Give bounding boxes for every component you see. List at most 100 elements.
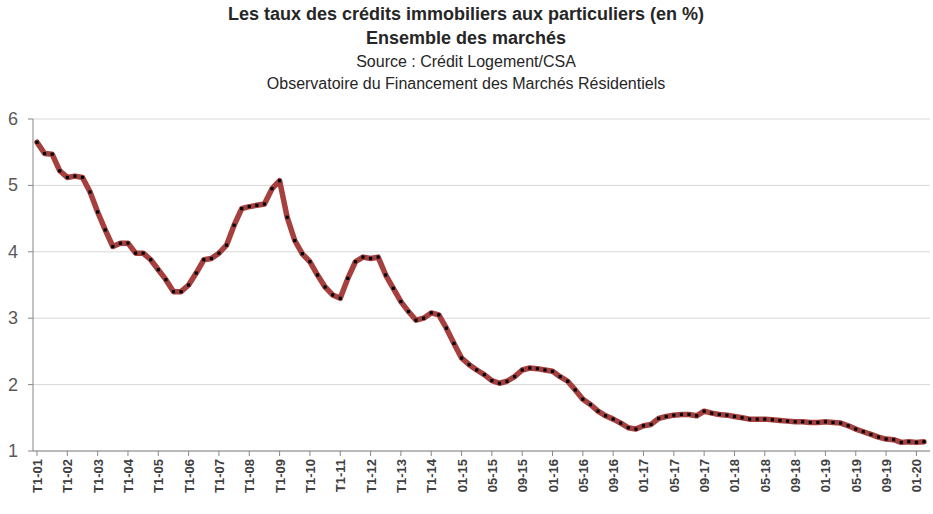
- x-tick: [188, 451, 189, 456]
- x-tick: [67, 451, 68, 456]
- point-marker: [126, 242, 129, 245]
- grid-line: [33, 318, 930, 319]
- x-tick: [886, 451, 887, 456]
- x-tick-label: T1-06: [182, 459, 197, 493]
- point-marker: [862, 430, 865, 433]
- x-tick-label: 05-18: [758, 459, 773, 492]
- point-marker: [831, 421, 834, 424]
- point-marker: [331, 293, 334, 296]
- x-tick: [461, 451, 462, 456]
- point-marker: [51, 153, 54, 156]
- y-tick: [28, 384, 33, 385]
- x-tick: [127, 451, 128, 456]
- source-line: Source : Crédit Logement/CSA: [356, 53, 576, 70]
- point-marker: [710, 412, 713, 415]
- point-marker: [596, 410, 599, 413]
- point-marker: [339, 297, 342, 300]
- point-marker: [316, 273, 319, 276]
- point-marker: [627, 426, 630, 429]
- x-tick-label: T1-10: [303, 459, 318, 493]
- point-marker: [225, 244, 228, 247]
- point-marker: [240, 207, 243, 210]
- point-marker: [88, 190, 91, 193]
- x-tick: [643, 451, 644, 456]
- point-marker: [703, 410, 706, 413]
- point-marker: [445, 327, 448, 330]
- x-tick: [734, 451, 735, 456]
- y-tick-label: 1: [8, 441, 18, 461]
- point-marker: [725, 414, 728, 417]
- x-tick-label: 05-16: [576, 459, 591, 492]
- point-marker: [505, 380, 508, 383]
- point-marker: [460, 356, 463, 359]
- point-marker: [786, 420, 789, 423]
- point-marker: [801, 420, 804, 423]
- point-marker: [422, 317, 425, 320]
- x-tick: [431, 451, 432, 456]
- point-marker: [748, 418, 751, 421]
- point-marker: [179, 290, 182, 293]
- y-tick-label: 6: [8, 109, 18, 129]
- x-tick-label: T1-09: [273, 459, 288, 493]
- point-marker: [270, 187, 273, 190]
- x-tick-label: 01-19: [818, 459, 833, 492]
- point-marker: [286, 216, 289, 219]
- x-tick-label: 01-16: [546, 459, 561, 492]
- point-marker: [771, 418, 774, 421]
- x-tick: [916, 451, 917, 456]
- x-tick-label: 05-15: [485, 459, 500, 492]
- point-marker: [111, 245, 114, 248]
- y-tick-label: 4: [8, 242, 18, 262]
- point-marker: [35, 141, 38, 144]
- x-tick-label: T1-01: [30, 459, 45, 493]
- point-marker: [581, 398, 584, 401]
- chart: Les taux des crédits immobiliers aux par…: [0, 0, 933, 514]
- point-marker: [384, 273, 387, 276]
- x-tick: [704, 451, 705, 456]
- point-marker: [922, 440, 925, 443]
- x-tick-label: T1-02: [60, 459, 75, 493]
- point-marker: [915, 441, 918, 444]
- point-marker: [566, 380, 569, 383]
- point-marker: [172, 290, 175, 293]
- point-marker: [142, 252, 145, 255]
- x-tick: [218, 451, 219, 456]
- y-tick: [28, 318, 33, 319]
- point-marker: [559, 375, 562, 378]
- point-marker: [452, 342, 455, 345]
- point-marker: [187, 283, 190, 286]
- point-marker: [66, 176, 69, 179]
- point-marker: [81, 176, 84, 179]
- point-marker: [756, 418, 759, 421]
- point-marker: [718, 413, 721, 416]
- point-marker: [733, 415, 736, 418]
- point-marker: [369, 257, 372, 260]
- x-tick: [279, 451, 280, 456]
- point-marker: [778, 419, 781, 422]
- x-tick: [582, 451, 583, 456]
- point-marker: [293, 239, 296, 242]
- point-marker: [195, 271, 198, 274]
- point-marker: [619, 422, 622, 425]
- point-marker: [574, 388, 577, 391]
- point-marker: [543, 368, 546, 371]
- x-tick: [37, 451, 38, 456]
- x-tick: [370, 451, 371, 456]
- point-marker: [612, 418, 615, 421]
- grid-line: [33, 251, 930, 252]
- point-marker: [695, 414, 698, 417]
- point-marker: [414, 319, 417, 322]
- grid-line: [33, 119, 930, 120]
- subtitle: Ensemble des marchés: [366, 28, 566, 48]
- source-line: Observatoire du Financement des Marchés …: [267, 75, 665, 92]
- x-tick-label: 01-15: [455, 459, 470, 492]
- grid-line: [33, 384, 930, 385]
- x-tick: [97, 451, 98, 456]
- point-marker: [589, 403, 592, 406]
- y-tick-label: 5: [8, 175, 18, 195]
- point-marker: [202, 258, 205, 261]
- x-tick-label: 05-17: [667, 459, 682, 492]
- point-marker: [217, 252, 220, 255]
- x-tick-label: 01-18: [727, 459, 742, 492]
- point-marker: [308, 260, 311, 263]
